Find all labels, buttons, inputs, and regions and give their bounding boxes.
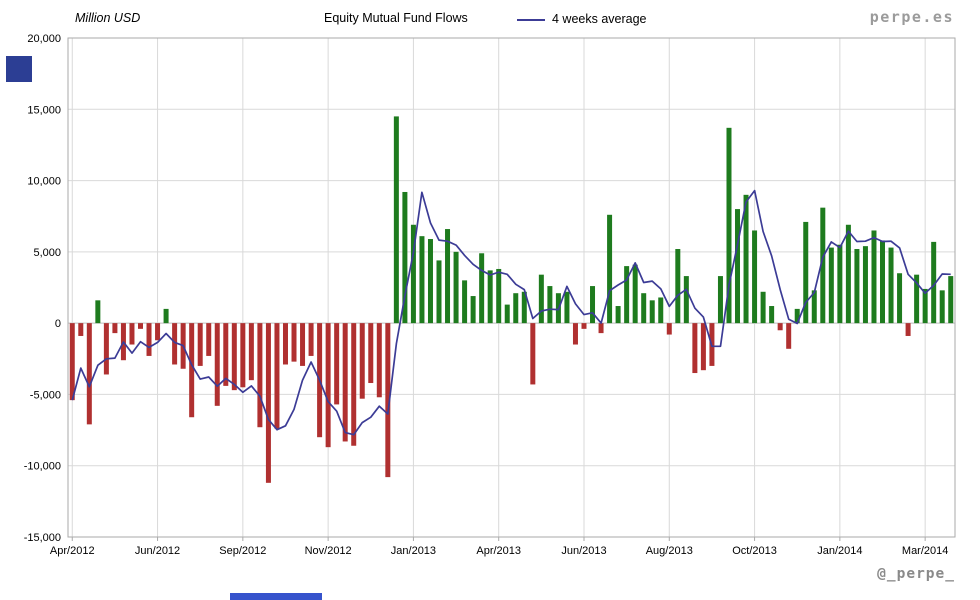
average-line-swatch — [517, 18, 545, 21]
svg-text:20,000: 20,000 — [27, 33, 61, 45]
svg-text:Jan/2014: Jan/2014 — [817, 545, 862, 557]
site-watermark: perpe.es — [869, 8, 954, 26]
svg-text:Oct/2013: Oct/2013 — [732, 545, 777, 557]
legend-label: 4 weeks average — [552, 12, 647, 26]
screen-artifact-strip — [230, 593, 322, 600]
svg-text:Nov/2012: Nov/2012 — [305, 545, 352, 557]
chart-title: Equity Mutual Fund Flows — [324, 11, 468, 25]
svg-text:Jan/2013: Jan/2013 — [391, 545, 436, 557]
svg-text:-5,000: -5,000 — [30, 389, 61, 401]
svg-text:0: 0 — [55, 318, 61, 330]
svg-text:-10,000: -10,000 — [24, 461, 61, 473]
svg-text:Aug/2013: Aug/2013 — [646, 545, 693, 557]
svg-text:15,000: 15,000 — [27, 104, 61, 116]
legend: 4 weeks average — [517, 12, 647, 26]
svg-text:Apr/2013: Apr/2013 — [476, 545, 521, 557]
twitter-handle: @_perpe_ — [877, 566, 955, 582]
svg-text:-15,000: -15,000 — [24, 532, 61, 544]
svg-text:Jun/2012: Jun/2012 — [135, 545, 180, 557]
svg-text:10,000: 10,000 — [27, 176, 61, 188]
svg-text:Mar/2014: Mar/2014 — [902, 545, 948, 557]
svg-text:Apr/2012: Apr/2012 — [50, 545, 95, 557]
y-axis-unit-label: Million USD — [75, 11, 141, 25]
svg-text:5,000: 5,000 — [33, 247, 61, 259]
screen-artifact-square — [6, 56, 32, 82]
svg-text:Sep/2012: Sep/2012 — [219, 545, 266, 557]
svg-text:Jun/2013: Jun/2013 — [561, 545, 606, 557]
